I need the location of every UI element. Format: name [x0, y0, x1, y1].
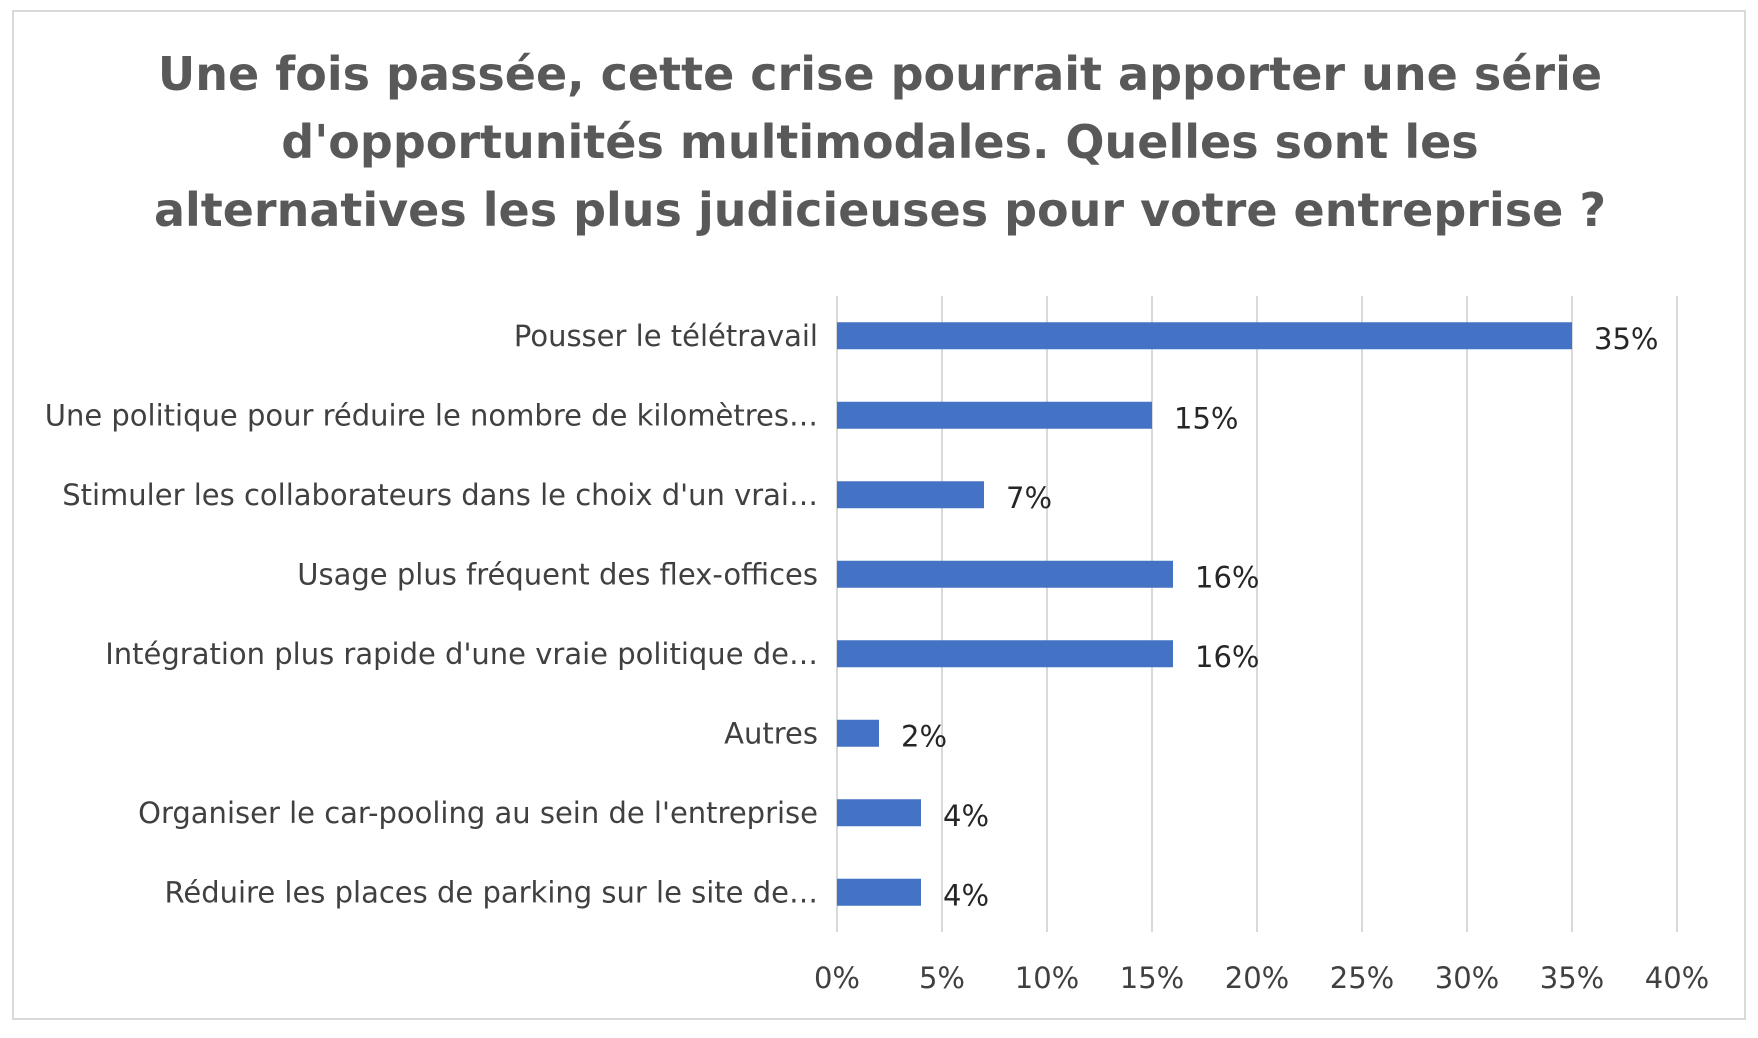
category-label: Réduire les places de parking sur le sit…	[165, 875, 818, 909]
bar	[837, 560, 1173, 588]
gridlines	[836, 296, 1678, 932]
category-labels: Pousser le télétravail Une politique pour…	[45, 319, 818, 910]
chart-title-line-3: alternatives les plus judicieuses pour v…	[153, 183, 1607, 237]
data-label: 35%	[1594, 322, 1658, 356]
x-tick-label: 25%	[1330, 961, 1394, 995]
x-tick-label: 20%	[1225, 961, 1289, 995]
bar	[837, 322, 1572, 350]
chart-title-line-2: d'opportunités multimodales. Quelles son…	[281, 115, 1479, 169]
data-label: 7%	[1006, 481, 1052, 515]
x-tick-label: 30%	[1435, 961, 1499, 995]
x-tick-label: 10%	[1015, 961, 1079, 995]
data-labels: 35% 15% 7% 16% 16% 2% 4% 4%	[901, 322, 1658, 913]
x-tick-label: 5%	[919, 961, 965, 995]
chart-title: Une fois passée, cette crise pourrait ap…	[100, 40, 1660, 244]
x-tick-label: 0%	[814, 961, 860, 995]
x-tick-label: 40%	[1645, 961, 1709, 995]
chart-frame	[12, 10, 1746, 1020]
data-label: 4%	[943, 799, 989, 833]
category-label: Organiser le car-pooling au sein de l'en…	[138, 796, 818, 830]
data-label: 4%	[943, 878, 989, 912]
category-label: Stimuler les collaborateurs dans le choi…	[62, 478, 818, 512]
data-label: 16%	[1195, 560, 1259, 594]
category-label: Une politique pour réduire le nombre de …	[45, 398, 818, 432]
data-label: 2%	[901, 719, 947, 753]
bar	[837, 878, 921, 906]
bar	[837, 799, 921, 827]
category-label: Intégration plus rapide d'une vraie poli…	[105, 637, 818, 671]
category-label: Autres	[724, 716, 818, 750]
x-tick-label: 35%	[1540, 961, 1604, 995]
category-label: Usage plus fréquent des flex-offices	[297, 557, 818, 591]
bar	[837, 401, 1152, 429]
bar	[837, 640, 1173, 668]
bar	[837, 719, 879, 747]
chart-title-line-1: Une fois passée, cette crise pourrait ap…	[157, 47, 1603, 101]
x-tick-labels: 0% 5% 10% 15% 20% 25% 30% 35% 40%	[814, 961, 1709, 995]
bar	[837, 481, 984, 509]
data-label: 16%	[1195, 640, 1259, 674]
category-label: Pousser le télétravail	[514, 319, 818, 353]
x-tick-label: 15%	[1120, 961, 1184, 995]
bars	[837, 322, 1572, 906]
data-label: 15%	[1174, 401, 1238, 435]
